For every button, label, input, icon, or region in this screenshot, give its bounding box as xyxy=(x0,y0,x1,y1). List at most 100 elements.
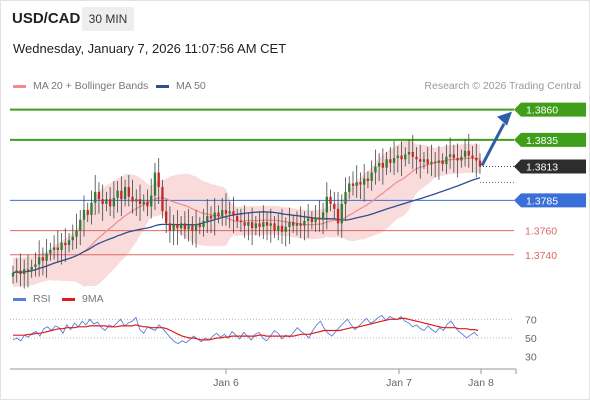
candle-body xyxy=(176,224,179,229)
candle-body xyxy=(82,210,86,220)
candle-body xyxy=(340,203,343,224)
candle xyxy=(11,265,15,284)
candle xyxy=(198,217,201,235)
candle-body xyxy=(467,150,470,156)
rsi-ma-label: 9MA xyxy=(82,293,104,305)
candle xyxy=(445,144,448,174)
candle-body xyxy=(381,162,385,168)
candle xyxy=(381,148,385,185)
candle xyxy=(392,141,396,175)
candle-body xyxy=(258,223,261,227)
candle-body xyxy=(404,154,407,160)
rsi-line xyxy=(12,315,479,345)
candle-body xyxy=(198,224,201,227)
candle xyxy=(355,165,358,198)
candle xyxy=(150,178,153,219)
candle xyxy=(82,195,86,237)
candle-body xyxy=(34,264,37,267)
timeframe-badge[interactable]: 30 MIN xyxy=(82,7,134,31)
candle-body xyxy=(101,199,104,204)
candle xyxy=(67,233,71,253)
legend-rsi-ma: 9MA xyxy=(62,293,104,305)
candle-body xyxy=(150,195,153,207)
candle-body xyxy=(400,155,403,160)
candle-body xyxy=(250,222,254,229)
candle-body xyxy=(161,187,164,212)
candle xyxy=(292,214,295,234)
candle xyxy=(94,174,97,215)
candles xyxy=(11,133,482,289)
candle-body xyxy=(321,212,325,220)
candle-body xyxy=(194,224,198,231)
candle xyxy=(142,194,145,212)
candle-body xyxy=(221,210,224,217)
candle-body xyxy=(407,151,411,155)
candle-body xyxy=(131,196,134,202)
candle-body xyxy=(15,270,18,273)
candle-body xyxy=(90,202,93,215)
ma20-line xyxy=(12,157,481,274)
candle xyxy=(344,177,347,221)
candle xyxy=(411,135,414,169)
candle-body xyxy=(441,160,444,165)
candle xyxy=(45,239,48,278)
candle-body xyxy=(41,257,45,261)
candle-body xyxy=(108,199,112,207)
resistance-level-1-label: 1.3835 xyxy=(526,135,558,147)
candle xyxy=(239,208,243,232)
candle xyxy=(396,145,399,173)
candle-body xyxy=(377,162,381,167)
candle xyxy=(262,205,265,240)
candle-body xyxy=(79,219,82,231)
candle-body xyxy=(445,156,448,165)
candle xyxy=(336,191,340,236)
candle xyxy=(430,144,433,177)
x-tick-label: Jan 8 xyxy=(468,377,494,389)
candle xyxy=(351,171,355,196)
candle xyxy=(172,214,175,246)
candle-body xyxy=(37,257,41,265)
candle-body xyxy=(94,191,97,203)
candle xyxy=(374,149,377,185)
rsi-swatch xyxy=(13,297,26,301)
candle xyxy=(265,212,269,241)
candle-body xyxy=(363,178,366,185)
candle-body xyxy=(292,222,295,226)
candle-body xyxy=(415,156,418,160)
forecast-arrow xyxy=(480,111,512,167)
candle-body xyxy=(355,182,358,186)
ma50-line xyxy=(12,177,481,274)
candle-body xyxy=(448,154,452,157)
current-level-2-label: 1.3813 xyxy=(526,162,558,174)
candle xyxy=(64,228,67,263)
legend-ma20: MA 20 + Bollinger Bands xyxy=(13,80,148,92)
candle xyxy=(138,184,142,221)
candle xyxy=(101,184,104,221)
candle xyxy=(314,205,317,232)
candle xyxy=(23,259,26,289)
candle-body xyxy=(426,159,429,165)
resistance-level-0-tag xyxy=(514,102,586,117)
support-level-4-label: 1.3760 xyxy=(525,226,557,238)
candle xyxy=(385,151,388,175)
candle xyxy=(49,242,52,261)
candle-body xyxy=(187,225,190,230)
candle xyxy=(127,174,130,207)
candle-body xyxy=(105,199,108,204)
rsi-tick-30: 30 xyxy=(525,352,537,364)
candle xyxy=(325,182,328,230)
candle xyxy=(56,230,59,263)
pivot-level-3-tag xyxy=(514,193,586,208)
candle xyxy=(400,141,403,177)
candle-body xyxy=(120,190,123,200)
candle-body xyxy=(370,172,373,182)
candle xyxy=(415,147,418,174)
candle-body xyxy=(56,247,59,250)
candle xyxy=(60,233,63,265)
candle-body xyxy=(422,159,426,162)
candle-body xyxy=(202,220,205,227)
candle xyxy=(280,208,284,244)
candle xyxy=(202,208,205,237)
candle-body xyxy=(165,211,168,224)
candle-body xyxy=(265,222,269,226)
